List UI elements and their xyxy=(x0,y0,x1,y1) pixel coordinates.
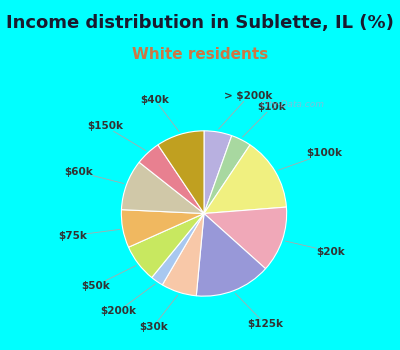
Text: $200k: $200k xyxy=(100,284,155,316)
Wedge shape xyxy=(162,214,204,296)
Wedge shape xyxy=(196,214,266,296)
Wedge shape xyxy=(158,131,204,214)
Wedge shape xyxy=(139,145,204,214)
Wedge shape xyxy=(204,145,286,214)
Text: $20k: $20k xyxy=(285,241,346,257)
Text: $30k: $30k xyxy=(139,295,178,332)
Text: White residents: White residents xyxy=(132,47,268,62)
Text: $10k: $10k xyxy=(242,102,286,137)
Text: $150k: $150k xyxy=(87,121,146,150)
Text: $40k: $40k xyxy=(140,95,179,132)
Wedge shape xyxy=(152,214,204,285)
Text: > $200k: > $200k xyxy=(218,91,273,129)
Text: $100k: $100k xyxy=(278,148,343,170)
Text: $75k: $75k xyxy=(58,229,120,240)
Text: City-Data.com: City-Data.com xyxy=(261,100,325,109)
Text: $60k: $60k xyxy=(64,167,124,183)
Text: $50k: $50k xyxy=(81,266,136,291)
Wedge shape xyxy=(122,162,204,214)
Text: $125k: $125k xyxy=(235,293,283,329)
Text: Income distribution in Sublette, IL (%): Income distribution in Sublette, IL (%) xyxy=(6,14,394,32)
Wedge shape xyxy=(128,214,204,278)
Wedge shape xyxy=(204,207,287,269)
Wedge shape xyxy=(204,136,250,214)
Wedge shape xyxy=(204,131,232,214)
Wedge shape xyxy=(121,210,204,247)
